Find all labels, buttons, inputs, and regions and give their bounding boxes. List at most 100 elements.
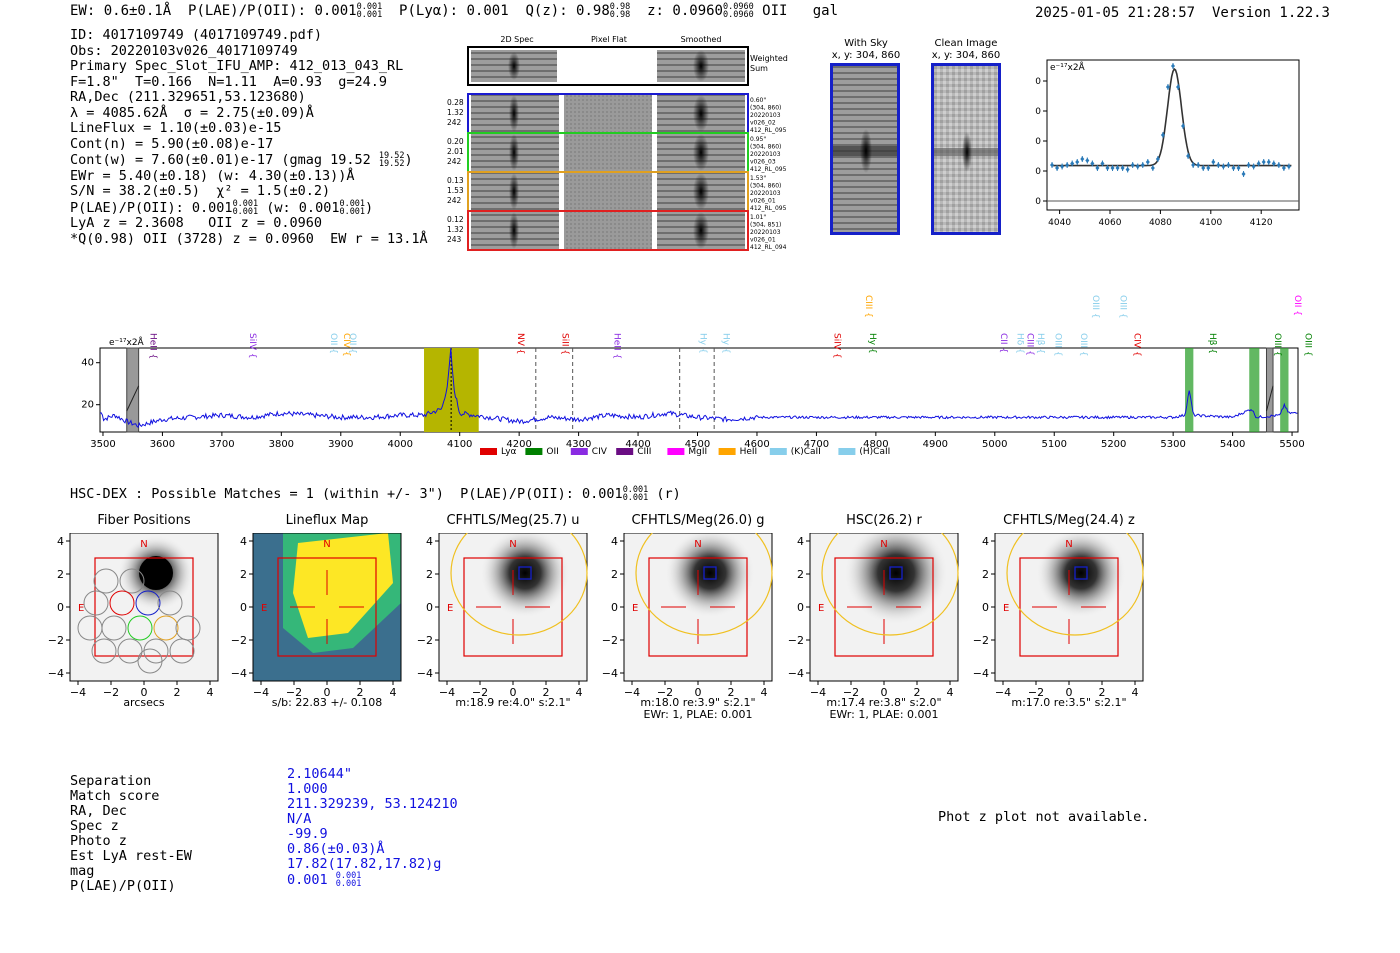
- match-labels: Separation Match score RA, Dec Spec z Photo …: [70, 774, 192, 894]
- fit-data-point: [1271, 160, 1276, 167]
- weighted-sum-row: Weighted Sum: [467, 46, 788, 86]
- source-blob: [665, 533, 755, 618]
- fit-marker: [1271, 161, 1276, 166]
- fit-marker: [1231, 165, 1236, 171]
- info-contw: Cont(w) = 7.60(±0.01)e-17 (gmag 19.52 19…: [70, 151, 413, 169]
- fit-data-point: [1236, 165, 1241, 171]
- fit-data-point: [1276, 162, 1281, 168]
- search-box: [1019, 557, 1119, 657]
- fiber-right-value: 1.53": [750, 175, 766, 182]
- match-label: mag: [70, 863, 95, 879]
- compass-east: E: [261, 603, 267, 614]
- fiber-right-value: 412_RL_095: [750, 205, 787, 212]
- fiber-circle: [135, 590, 161, 616]
- image-panel-title: CFHTLS/Meg(24.4) z: [1003, 513, 1135, 528]
- fit-marker: [1125, 167, 1130, 172]
- fit-data-point: [1160, 132, 1165, 138]
- fiber-right-value: (304, 860): [750, 105, 781, 112]
- fit-data-point: [1176, 84, 1181, 90]
- legend-label: CIV: [592, 447, 608, 457]
- spec-xtick-label: 4500: [685, 439, 710, 450]
- spec-line-label: SiIV {: [247, 333, 257, 359]
- ytick-label: 4: [611, 535, 618, 548]
- fit-data-point: [1256, 160, 1261, 167]
- line-fit-chart: 01020304040404060408041004120e⁻¹⁷x2Å: [1035, 59, 1300, 228]
- grey-band-hatch: [1266, 385, 1274, 412]
- fit-marker: [1171, 63, 1175, 69]
- fiber-left-value: 0.20: [447, 137, 464, 146]
- fiber-left-value: 1.32: [447, 108, 464, 117]
- xtick-label: −4: [995, 686, 1011, 699]
- ytick-label: −2: [788, 634, 804, 647]
- fit-marker: [1050, 162, 1055, 168]
- fiber-right-value: v026_01: [750, 198, 776, 205]
- fiber-circle: [153, 615, 179, 641]
- spec-legend-item: MgII: [667, 447, 707, 457]
- match-box: [518, 566, 532, 580]
- info-wave: λ = 4085.62Å σ = 2.75(±0.09)Å: [70, 104, 314, 121]
- weighted-sum-smoothed-line: [693, 50, 709, 82]
- compass-north: N: [880, 539, 887, 550]
- image-panel-caption: s/b: 22.83 +/- 0.108: [233, 697, 421, 709]
- fiber-left-value: 243: [447, 235, 462, 244]
- legend-swatch: [667, 448, 685, 455]
- match-value: 2.10644": [287, 766, 353, 782]
- fit-data-point: [1155, 156, 1160, 162]
- spec-line-label: Hy {: [867, 333, 877, 354]
- header-z: z: 0.0960: [647, 3, 723, 19]
- fit-marker: [1115, 165, 1120, 171]
- spec-plot-area: [99, 347, 1299, 433]
- fit-marker: [1150, 165, 1155, 171]
- search-box: [834, 557, 934, 657]
- fiber-right-value: (304, 851): [750, 222, 781, 229]
- fiber-left-value: 0.28: [447, 98, 464, 107]
- fit-ylabel: e⁻¹⁷x2Å: [1050, 61, 1086, 73]
- xtick-label: 4: [761, 686, 768, 699]
- fit-data-point: [1196, 162, 1201, 168]
- fit-data-point: [1140, 162, 1145, 168]
- match-label: Spec z: [70, 818, 119, 834]
- header-plya: P(Lyα): 0.001: [399, 3, 509, 19]
- fit-data-point: [1055, 165, 1060, 171]
- fit-data-point: [1095, 165, 1100, 171]
- fit-data-point: [1251, 163, 1256, 170]
- fit-marker: [1065, 162, 1070, 168]
- clean-image-title: Clean Image x, y: 304, 860: [931, 38, 1001, 61]
- spec-xtick-label: 3500: [90, 439, 115, 450]
- header-line: OII: [762, 3, 788, 19]
- fiber-circle: [83, 590, 109, 616]
- fit-data-point: [1206, 165, 1211, 171]
- spec-line-label: Hy {: [698, 333, 708, 354]
- spec-xtick-label: 4700: [804, 439, 829, 450]
- spec-legend-item: CIII: [616, 447, 651, 457]
- image-panel-caption: m:17.0 re:3.5" s:2.1": [975, 697, 1163, 709]
- ytick-label: 0: [982, 601, 989, 614]
- fit-data-point: [1171, 63, 1175, 69]
- fiber-right-value: (304, 860): [750, 183, 781, 190]
- xtick-label: 0: [324, 686, 331, 699]
- match-value: 0.001 0.001 0.001: [287, 871, 362, 889]
- fit-data-point: [1130, 162, 1135, 168]
- compass-north: N: [1065, 539, 1072, 550]
- fiber-left-value: 242: [447, 196, 462, 205]
- match-box: [703, 566, 717, 580]
- compass-east: E: [632, 603, 638, 614]
- fit-data-point: [1191, 162, 1196, 168]
- match-value: -99.9: [287, 826, 328, 842]
- spec-grey-band: [126, 347, 140, 433]
- spec-green-band: [1185, 348, 1194, 432]
- header-ew: EW: 0.6±0.1Å: [70, 3, 172, 19]
- fit-marker: [1095, 165, 1100, 171]
- hsc-dex-title: HSC-DEX : Possible Matches = 1 (within +…: [70, 485, 681, 503]
- xtick-label: −2: [843, 686, 859, 699]
- fit-data-point: [1065, 162, 1070, 168]
- ytick-label: 0: [426, 601, 433, 614]
- fit-marker: [1276, 162, 1281, 168]
- xtick-label: 2: [914, 686, 921, 699]
- fit-data-point: [1145, 159, 1150, 165]
- legend-label: Lyα: [501, 447, 517, 457]
- fiber-right-value: (304, 860): [750, 144, 781, 151]
- xtick-label: 0: [141, 686, 148, 699]
- fit-data-point: [1105, 165, 1110, 171]
